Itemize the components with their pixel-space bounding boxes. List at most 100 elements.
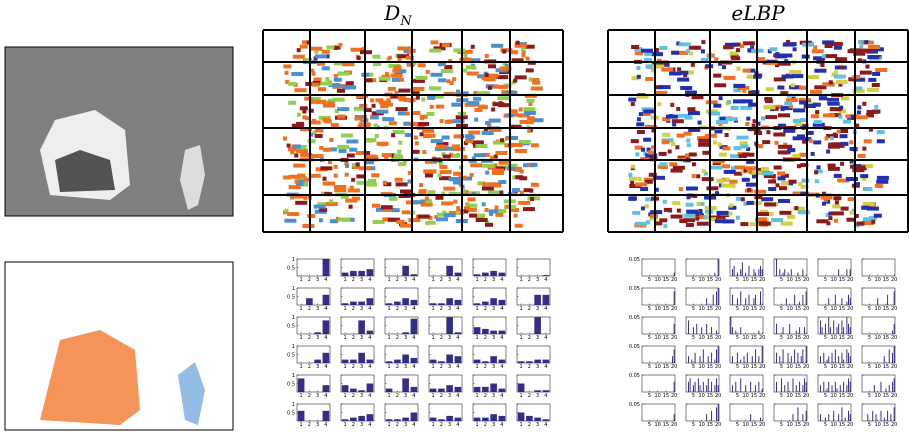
histogram-bar [755,385,756,392]
histogram-bar [737,353,738,363]
heatmap-cell [337,115,345,119]
heatmap-cell [499,191,503,195]
heatmap-cell [762,171,774,175]
histogram-bar [762,346,763,363]
histogram-bar [713,295,714,305]
histogram-bar [848,324,849,334]
heatmap-cell [489,119,501,123]
heatmap-cell [498,180,506,184]
heatmap-cell [645,204,649,208]
heatmap-cell [822,202,826,206]
heatmap-cell [431,139,443,143]
heatmap-cell [643,110,655,114]
heatmap-cell [736,48,740,52]
x-tick-label: 3 [404,335,407,341]
x-tick-label: 5 [868,364,871,370]
histogram-bar [828,298,829,305]
heatmap-cell [719,153,727,157]
histogram-bar [846,349,847,363]
heatmap-cell [862,102,866,106]
histogram-bar [841,320,842,334]
heatmap-cell [857,111,861,115]
heatmap-cell [524,111,536,115]
heatmaps [263,30,908,232]
histogram-bar [696,324,697,334]
heatmap-cell [491,44,503,48]
heatmap-cell [807,75,819,79]
heatmap-cell [840,142,848,146]
histogram-bar [823,382,824,392]
heatmap-cell [467,72,479,76]
heatmap-cell [291,72,303,76]
histogram-bar [783,349,784,363]
x-tick-label: 10 [830,393,836,399]
x-tick-label: 3 [316,277,319,283]
x-tick-label: 10 [874,277,880,283]
heatmap-cell [283,137,287,141]
histogram-frame [517,317,550,334]
heatmap-cell [840,134,848,138]
heatmap-cell [398,162,406,166]
heatmap-cell [793,47,797,51]
heatmap-cell [877,176,889,180]
heatmap-cell [468,197,476,201]
heatmap-cell [337,89,345,93]
histogram-bar [804,327,805,334]
heatmap-cell [701,49,705,53]
heatmap-cell [713,104,721,108]
heatmap-cell [334,165,338,169]
histogram-bar [835,295,836,305]
x-tick-label: 20 [891,364,897,370]
histogram-bar [802,349,803,363]
heatmap-cell [431,40,439,44]
x-tick-label: 5 [780,393,783,399]
heatmap-cell [308,139,316,143]
heatmap-cell [860,71,872,75]
heatmap-cell [515,149,527,153]
heatmap-cell [810,90,822,94]
y-tick-label: 1 [292,344,295,350]
heatmap-cell [811,152,815,156]
histogram-bar [740,378,741,392]
heatmap-cell [482,187,494,191]
heatmap-cell [515,175,523,179]
histogram-frame [818,404,851,421]
heatmap-cell [793,108,805,112]
histogram-bar [850,382,851,392]
histogram-frame [730,288,763,305]
histogram-bar [832,385,833,392]
heatmap-cell [816,219,828,223]
histogram-bar [843,382,844,392]
heatmap-cell [529,189,533,193]
histogram-bar [534,295,541,305]
histogram-bar [688,320,689,334]
histogram-bar [323,259,330,276]
heatmap-cell [357,181,369,185]
histogram-frame [730,346,763,363]
heatmap-cell [435,196,443,200]
heatmap-cell [303,196,307,200]
x-tick-label: 3 [448,364,451,370]
heatmap-cell [295,201,307,205]
heatmap-cell [352,163,356,167]
x-tick-label: 15 [707,422,713,428]
histogram-bar [714,360,715,363]
heatmap-cell [736,67,740,71]
histogram-bar [776,382,777,392]
x-tick-label: 1 [344,277,347,283]
heatmap-cell [776,183,780,187]
histogram-bar [740,327,741,334]
heatmap-cell [636,66,640,70]
x-tick-label: 3 [404,393,407,399]
heatmap-cell [323,182,335,186]
heatmap-cell [441,69,453,73]
x-tick-label: 2 [308,277,311,283]
heatmap-cell [477,214,485,218]
heatmap-cell [327,101,335,105]
heatmap-cell [526,57,530,61]
x-tick-label: 10 [874,306,880,312]
heatmap-cell [692,174,696,178]
heatmap-cell [315,54,327,58]
x-tick-label: 4 [324,393,327,399]
x-tick-label: 15 [795,393,801,399]
